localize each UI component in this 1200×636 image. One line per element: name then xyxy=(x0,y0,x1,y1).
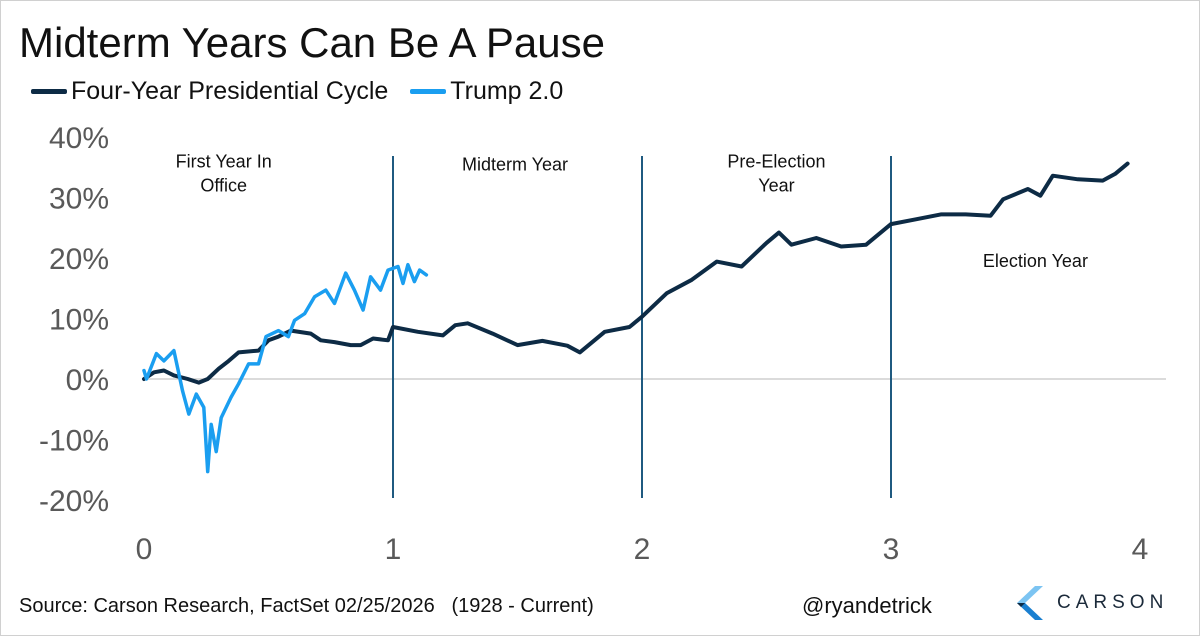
legend-swatch-trump xyxy=(410,89,447,94)
period-annotation: Year xyxy=(758,175,794,195)
carson-logo-icon xyxy=(1017,586,1043,620)
twitter-handle: @ryandetrick xyxy=(802,593,932,618)
x-tick-label: 0 xyxy=(136,533,153,566)
y-tick-label: -20% xyxy=(39,485,109,518)
legend-item-cycle: Four-Year Presidential Cycle xyxy=(31,77,388,106)
x-tick-label: 4 xyxy=(1132,533,1149,566)
source-note: Source: Carson Research, FactSet 02/25/2… xyxy=(19,595,594,617)
x-tick-label: 3 xyxy=(883,533,900,566)
y-tick-label: -10% xyxy=(39,425,109,458)
legend-item-trump: Trump 2.0 xyxy=(410,77,563,106)
x-tick-label: 1 xyxy=(385,533,402,566)
period-annotation: Pre-Election xyxy=(727,151,825,171)
legend-label-trump: Trump 2.0 xyxy=(450,77,564,105)
series-line-trump xyxy=(142,262,429,474)
y-tick-label: 40% xyxy=(49,122,109,155)
legend: Four-Year Presidential Cycle Trump 2.0 xyxy=(31,77,563,106)
period-annotation: Midterm Year xyxy=(462,154,568,174)
x-tick-label: 2 xyxy=(634,533,651,566)
carson-logo-text: CARSON xyxy=(1057,592,1169,613)
series-line-presidential-cycle xyxy=(142,161,1130,385)
legend-label-cycle: Four-Year Presidential Cycle xyxy=(71,77,389,105)
period-annotation: Election Year xyxy=(983,251,1088,271)
y-tick-label: 20% xyxy=(49,243,109,276)
period-annotation: First Year In xyxy=(176,151,272,171)
period-annotation: Office xyxy=(200,175,247,195)
y-tick-label: 10% xyxy=(49,304,109,337)
y-tick-label: 30% xyxy=(49,183,109,216)
chart-title: Midterm Years Can Be A Pause xyxy=(19,19,606,66)
y-tick-label: 0% xyxy=(66,364,109,397)
legend-swatch-cycle xyxy=(31,89,67,94)
carson-logo: CARSON xyxy=(1013,586,1168,620)
